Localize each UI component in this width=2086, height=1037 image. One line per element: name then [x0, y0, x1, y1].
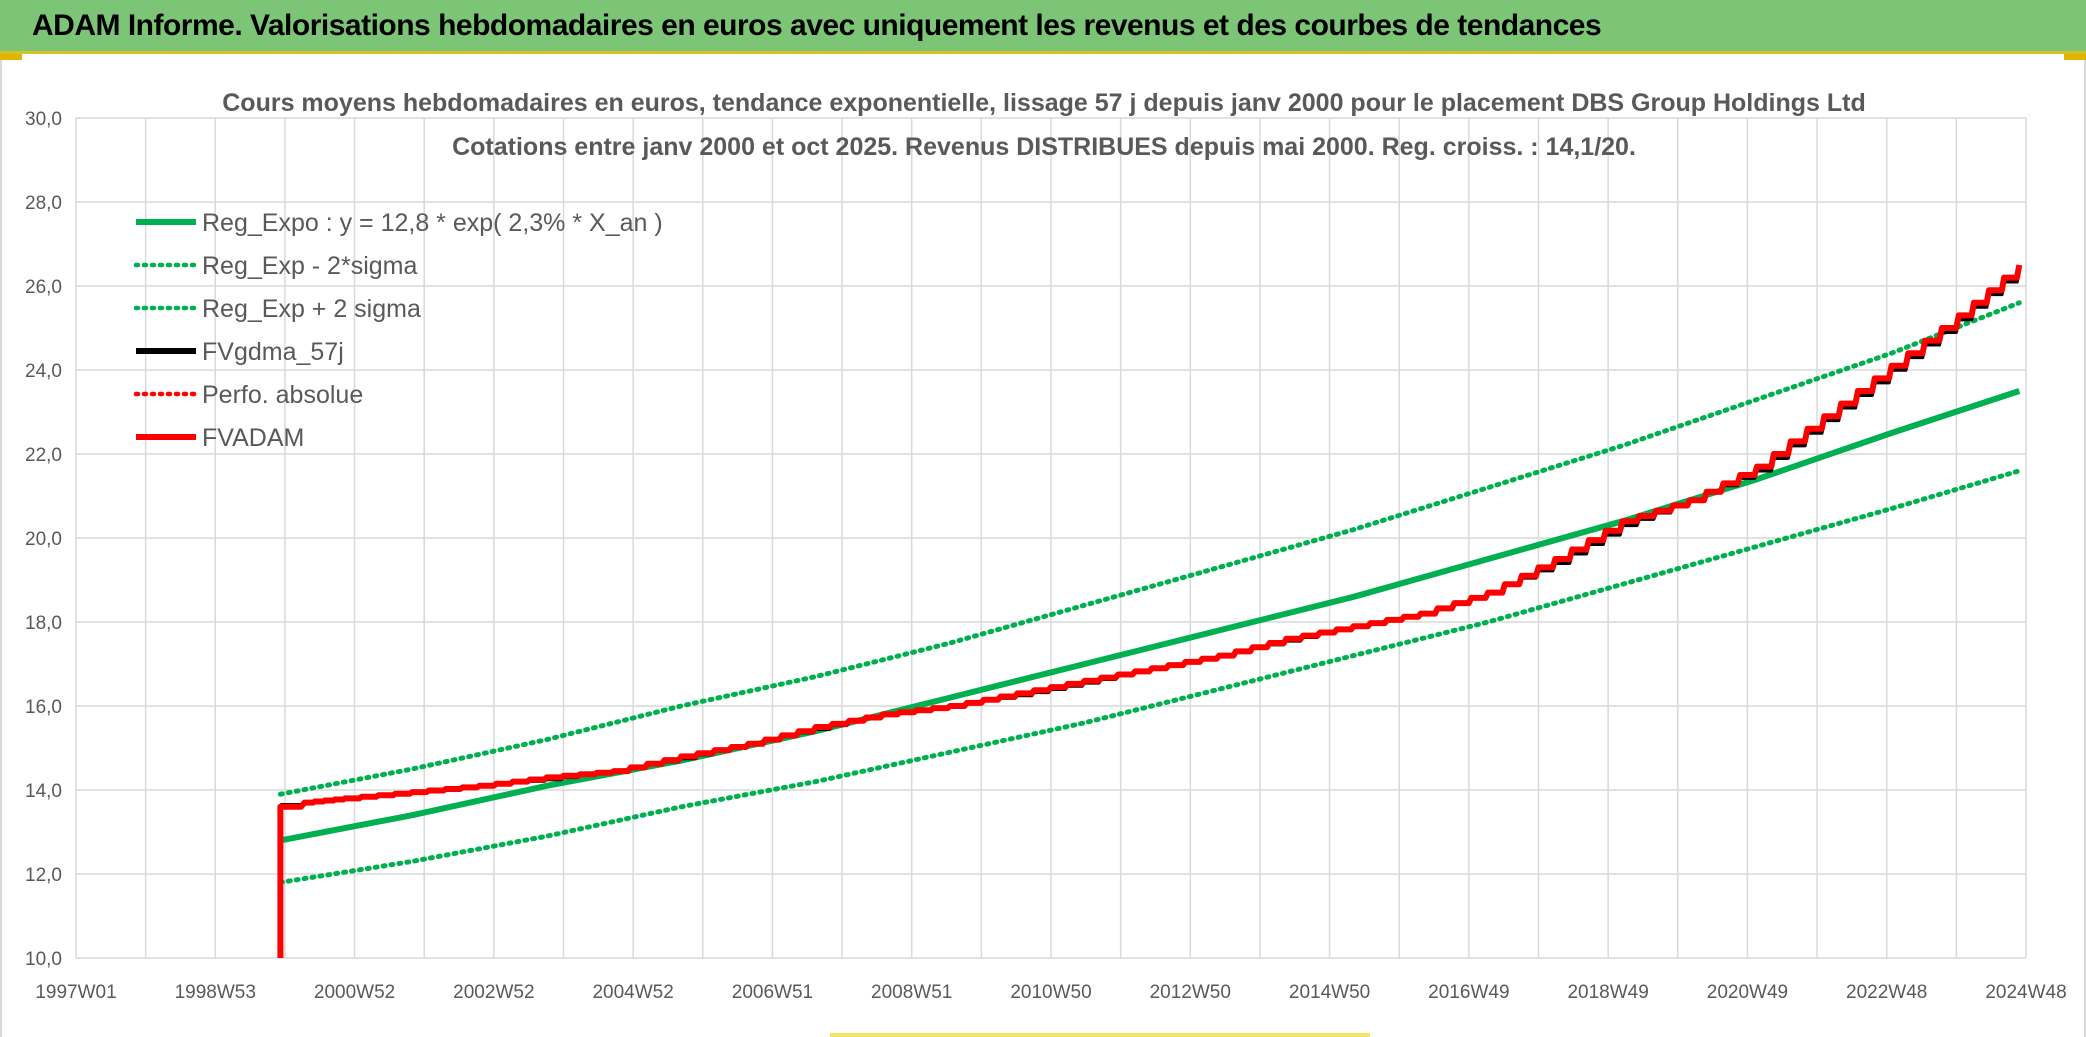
- y-tick-label: 20,0: [25, 529, 62, 550]
- x-tick-label: 2020W49: [1707, 982, 1788, 1003]
- legend: Reg_Expo : y = 12,8 * exp( 2,3% * X_an )…: [133, 209, 663, 452]
- x-tick-label: 2024W48: [1985, 982, 2066, 1003]
- chart-subtitle: Cotations entre janv 2000 et oct 2025. R…: [452, 133, 1636, 161]
- x-tick-label: 2022W48: [1846, 982, 1927, 1003]
- x-tick-label: 2008W51: [871, 982, 952, 1003]
- y-tick-label: 24,0: [25, 361, 62, 382]
- x-tick-label: 2016W49: [1428, 982, 1509, 1003]
- grid-layer: [75, 117, 2027, 959]
- x-tick-label: 2006W51: [732, 982, 813, 1003]
- series-line-fvadam: [277, 264, 2023, 958]
- legend-label: FVgdma_57j: [202, 338, 344, 366]
- y-tick-label: 14,0: [25, 781, 62, 802]
- x-tick-label: 2002W52: [453, 982, 534, 1003]
- chart-title: Cours moyens hebdomadaires en euros, ten…: [222, 89, 1865, 117]
- x-tick-label: 2004W52: [592, 982, 673, 1003]
- legend-label: Reg_Expo : y = 12,8 * exp( 2,3% * X_an ): [202, 209, 663, 237]
- left-corner-mark: [0, 54, 22, 60]
- legend-label: Reg_Exp + 2 sigma: [202, 295, 421, 323]
- legend-label: FVADAM: [202, 424, 304, 452]
- report-title: ADAM Informe. Valorisations hebdomadaire…: [32, 9, 1602, 42]
- x-tick-label: 2000W52: [314, 982, 395, 1003]
- chart-frame: [0, 60, 2086, 1037]
- y-tick-label: 28,0: [25, 193, 62, 214]
- axis-layer: 10,0 12,0 14,0 16,0 18,0 20,0 22,0 24,0 26,0 28,0…: [25, 109, 2067, 1003]
- y-tick-label: 18,0: [25, 613, 62, 634]
- x-tick-label: 2018W49: [1567, 982, 1648, 1003]
- legend-label: Reg_Exp - 2*sigma: [202, 252, 417, 280]
- y-tick-label: 26,0: [25, 277, 62, 298]
- series-line-reg-exp-2-sigma: [277, 468, 2022, 885]
- x-tick-label: 2014W50: [1289, 982, 1370, 1003]
- x-tick-label: 2012W50: [1150, 982, 1231, 1003]
- y-tick-label: 30,0: [25, 109, 62, 130]
- legend-label: Perfo. absolue: [202, 381, 363, 409]
- y-tick-label: 22,0: [25, 445, 62, 466]
- series-line-reg-expo-y-12-8-exp-2-3-x-an: [279, 388, 2021, 844]
- x-tick-label: 1997W01: [35, 982, 116, 1003]
- series-line-fvgdma-57j: [280, 268, 2022, 807]
- right-corner-mark: [2064, 54, 2086, 60]
- y-tick-label: 16,0: [25, 697, 62, 718]
- report-banner: ADAM Informe. Valorisations hebdomadaire…: [0, 0, 2086, 54]
- x-tick-label: 1998W53: [175, 982, 256, 1003]
- series-line-reg-exp-2-sigma: [277, 300, 2022, 797]
- bottom-accent-mark: [830, 1033, 1370, 1037]
- y-tick-label: 12,0: [25, 865, 62, 886]
- y-tick-label: 10,0: [25, 949, 62, 970]
- series-layer: [277, 264, 2023, 958]
- x-tick-label: 2010W50: [1010, 982, 1091, 1003]
